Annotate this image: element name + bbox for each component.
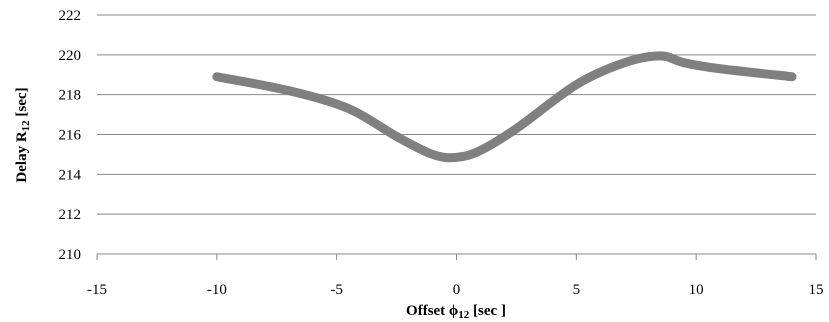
x-tick-label: -15 — [87, 282, 107, 298]
y-tick-label: 214 — [59, 167, 82, 183]
x-axis-title: Offset ϕ12 [sec ] — [406, 303, 506, 321]
x-tick-label: 10 — [689, 282, 704, 298]
y-tick-labels: 210 212 214 216 218 220 222 — [59, 8, 82, 263]
x-tick-label: 15 — [809, 282, 824, 298]
y-tick-label: 216 — [59, 128, 82, 144]
x-tick-label: 0 — [453, 282, 461, 298]
y-tick-label: 222 — [59, 8, 82, 24]
y-tick-label: 210 — [59, 247, 82, 263]
y-tick-label: 212 — [59, 207, 82, 223]
gridlines — [97, 14, 816, 215]
x-tick-labels: -15 -10 -5 0 5 10 15 — [87, 282, 824, 298]
y-tick-label: 218 — [59, 88, 82, 104]
x-tick-label: -5 — [330, 282, 343, 298]
y-tick-label: 220 — [59, 48, 82, 64]
series-line — [212, 51, 797, 163]
series-group — [212, 51, 797, 163]
x-tick-label: -10 — [207, 282, 227, 298]
y-axis-title: Delay R12 [sec] — [14, 87, 32, 182]
x-tick-label: 5 — [573, 282, 581, 298]
axes — [96, 253, 817, 260]
